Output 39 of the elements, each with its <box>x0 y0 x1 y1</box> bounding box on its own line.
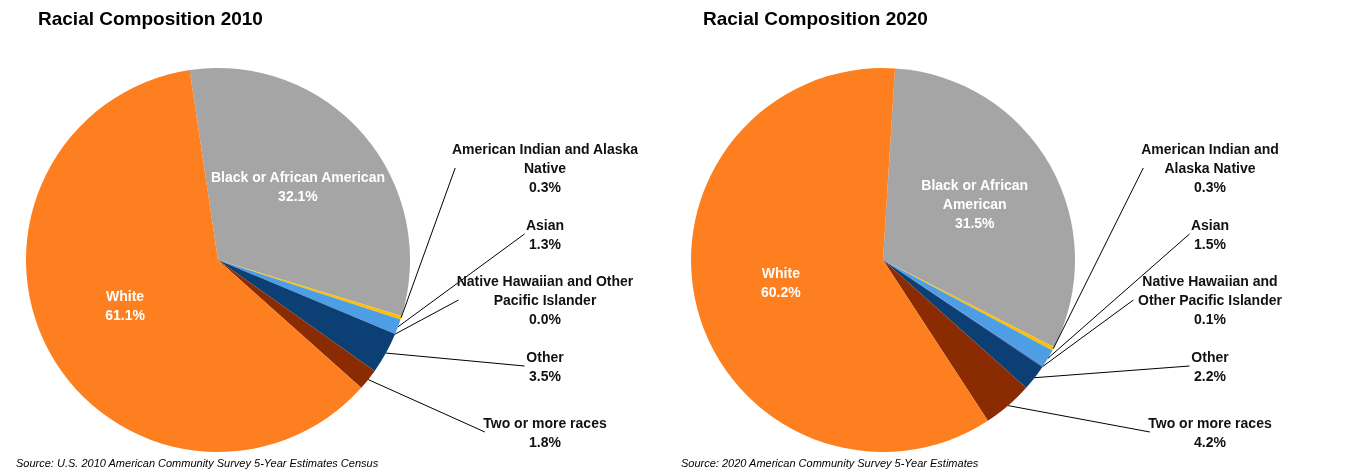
data-label: 2.2% <box>1194 367 1227 384</box>
source-note: Source: 2020 American Community Survey 5-Year Estimates <box>681 457 979 469</box>
slice-label: Asian <box>525 216 565 233</box>
slice-label: American Indian and Alaska Native <box>1141 141 1279 176</box>
slice-label: Black or African American <box>921 176 1029 212</box>
slice-label: Other <box>526 348 565 365</box>
slice-label: Two or more races <box>483 414 607 431</box>
data-label: 1.5% <box>1194 235 1227 252</box>
pie-slice <box>218 260 396 371</box>
slice-label: White <box>106 288 145 305</box>
data-label: 61.1% <box>105 307 146 324</box>
source-note: Source: U.S. 2010 American Community Survey 5-Year Estimates Census <box>16 457 379 469</box>
slice-label: Native Hawaiian and Other Pacific Islander <box>1138 273 1283 308</box>
data-label: 31.5% <box>954 214 996 231</box>
slice-label: Other <box>1191 348 1230 365</box>
data-label: 0.3% <box>529 179 562 195</box>
pie-slice <box>218 260 401 335</box>
data-label: 1.3% <box>529 235 562 252</box>
pie-slice <box>189 68 410 316</box>
pie-slice <box>883 260 1043 388</box>
data-label: 32.1% <box>278 188 319 205</box>
slice-label: Asian <box>1190 216 1230 233</box>
data-label: 1.8% <box>529 433 562 450</box>
text: 0.0% <box>529 311 561 327</box>
category-label: Native Hawaiian and Other Pacific Islander <box>456 273 634 308</box>
data-label: 0.1% <box>1194 311 1227 327</box>
pie-slice <box>218 260 375 388</box>
slice-label: Two or more races <box>1148 414 1272 431</box>
chart-title: Racial Composition 2020 <box>703 8 928 30</box>
data-label: 4.2% <box>1194 433 1227 450</box>
data-label: 0.3% <box>1194 179 1227 195</box>
slice-label: American Indian and Alaska Native <box>451 141 639 176</box>
data-label: 3.5% <box>529 367 562 384</box>
pie-slice <box>883 68 1075 348</box>
slice-label: White <box>761 264 801 281</box>
data-label: 60.2% <box>761 283 802 300</box>
pie-slice <box>883 260 1027 421</box>
chart-title: Racial Composition 2010 <box>38 8 263 30</box>
slice-label: Black or African American <box>210 169 385 186</box>
